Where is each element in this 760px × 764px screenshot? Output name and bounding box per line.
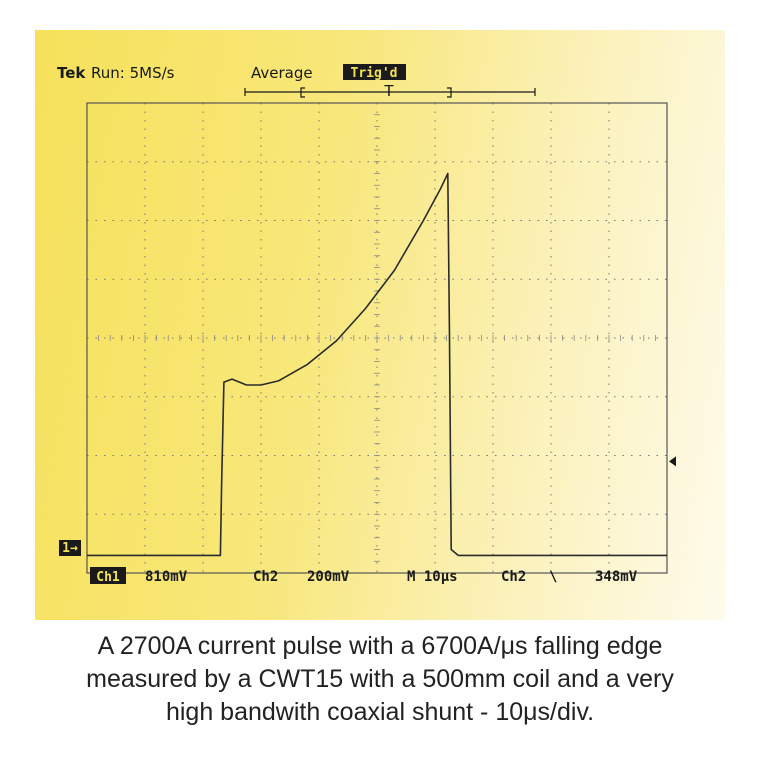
ground-marker: 1→ [62,541,78,556]
trigger-badge-bg [343,64,406,80]
ch1-badge: Ch1 [96,570,120,585]
timebase: M 10μs [407,569,458,585]
ch1-scale: 810mV [145,569,188,585]
oscilloscope-panel: Tek Run: 5MS/s Average Trig'd T 1→ Ch1 8… [35,30,725,620]
trigger-slope-icon: \ [549,569,557,585]
ground-marker-bg [59,540,81,556]
ch1-waveform [87,172,667,557]
oscilloscope-screen: Tek Run: 5MS/s Average Trig'd T 1→ Ch1 8… [57,64,676,585]
trigger-level-arrow [669,456,676,467]
caption-line-3: high bandwith coaxial shunt - 10μs/div. [165,698,595,726]
run-status: Run: 5MS/s [91,64,175,82]
caption-line-1: A 2700A current pulse with a 6700A/μs fa… [97,632,663,660]
brand-label: Tek [57,64,86,82]
figure-caption: A 2700A current pulse with a 6700A/μs fa… [0,630,760,729]
acquisition-mode: Average [251,64,313,82]
trigger-source: Ch2 [501,569,526,585]
ch2-scale: 200mV [307,569,350,585]
record-position-ruler [244,87,536,98]
graticule-border [86,102,668,574]
ch2-label: Ch2 [253,569,278,585]
trigger-level: 348mV [595,569,638,585]
caption-line-2: measured by a CWT15 with a 500mm coil an… [86,665,674,693]
graticule [86,102,668,574]
trigger-badge: Trig'd [351,66,398,81]
trigger-position-marker: T [383,82,394,100]
ch1-badge-bg [90,567,126,584]
